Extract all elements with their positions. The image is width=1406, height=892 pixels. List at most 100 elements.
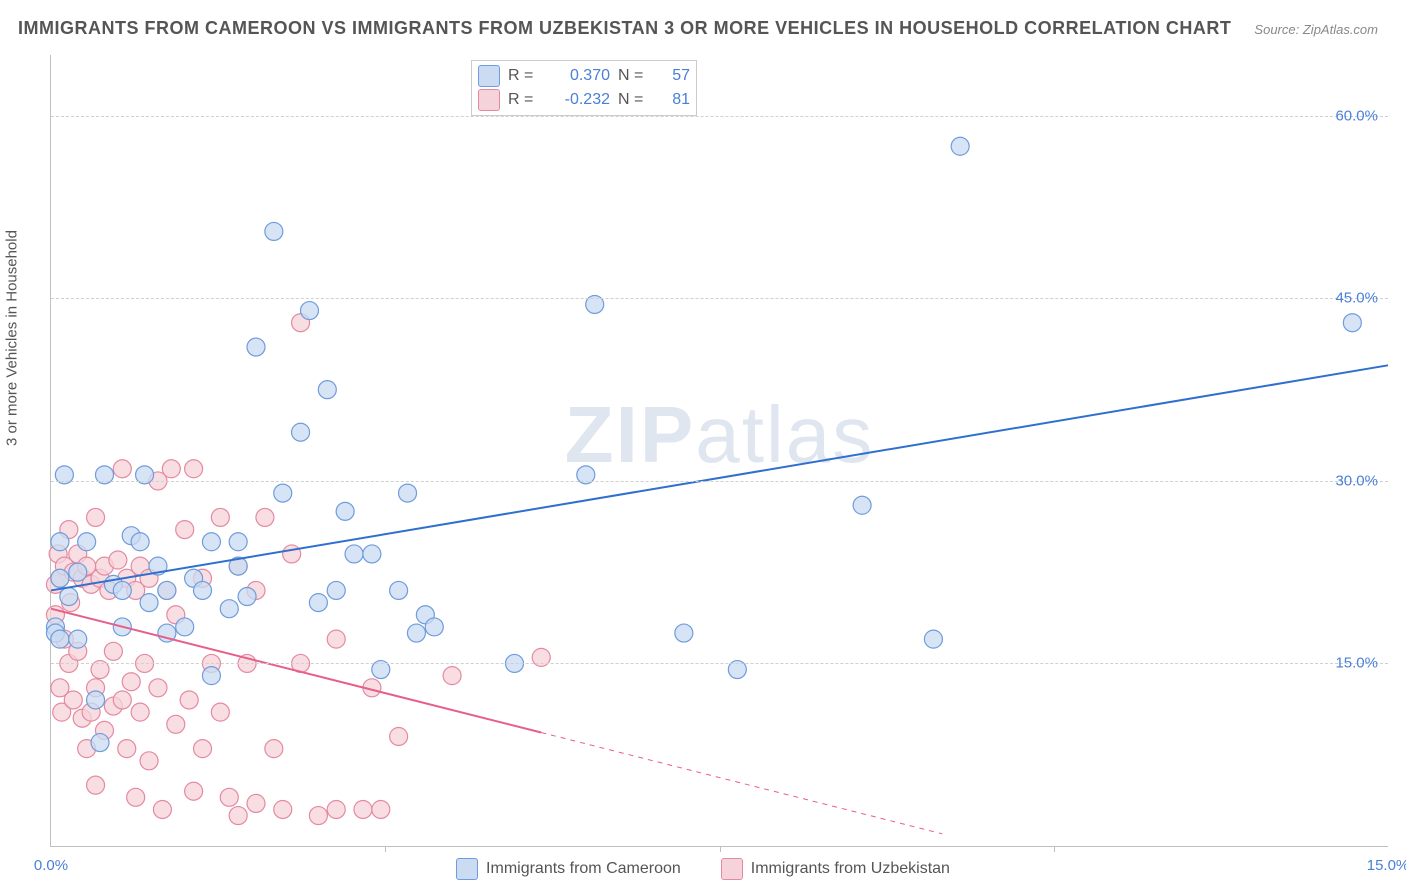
data-point (113, 460, 131, 478)
ytick-label: 15.0% (1335, 655, 1378, 672)
data-point (354, 800, 372, 818)
gridline-h (51, 116, 1388, 117)
data-point (109, 551, 127, 569)
data-point (185, 782, 203, 800)
chart-plot-area: ZIPatlas R = 0.370 N = 57 R = -0.232 N =… (50, 55, 1388, 847)
data-point (336, 502, 354, 520)
data-point (390, 581, 408, 599)
data-point (300, 302, 318, 320)
data-point (202, 667, 220, 685)
gridline-h (51, 298, 1388, 299)
legend-swatch-uzbekistan (721, 858, 743, 880)
data-point (247, 794, 265, 812)
ytick-label: 60.0% (1335, 107, 1378, 124)
data-point (158, 581, 176, 599)
data-point (51, 569, 69, 587)
data-point (425, 618, 443, 636)
data-point (220, 788, 238, 806)
data-point (127, 788, 145, 806)
data-point (1343, 314, 1361, 332)
data-point (675, 624, 693, 642)
data-point (131, 533, 149, 551)
data-point (153, 800, 171, 818)
ytick-label: 45.0% (1335, 290, 1378, 307)
xtick (385, 846, 386, 852)
data-point (274, 800, 292, 818)
data-point (265, 222, 283, 240)
data-point (951, 137, 969, 155)
data-point (167, 715, 185, 733)
data-point (131, 703, 149, 721)
data-point (194, 581, 212, 599)
data-point (309, 807, 327, 825)
data-point (372, 800, 390, 818)
data-point (390, 727, 408, 745)
data-point (399, 484, 417, 502)
data-point (238, 588, 256, 606)
data-point (180, 691, 198, 709)
data-point (87, 691, 105, 709)
data-point (118, 740, 136, 758)
data-point (69, 630, 87, 648)
data-point (318, 381, 336, 399)
data-point (149, 679, 167, 697)
data-point (87, 776, 105, 794)
data-point (327, 800, 345, 818)
data-point (283, 545, 301, 563)
data-point (91, 734, 109, 752)
legend-label-cameroon: Immigrants from Cameroon (486, 860, 681, 878)
data-point (345, 545, 363, 563)
legend-swatch-cameroon (456, 858, 478, 880)
source-value: ZipAtlas.com (1303, 22, 1378, 37)
data-point (122, 673, 140, 691)
bottom-legend: Immigrants from Cameroon Immigrants from… (0, 858, 1406, 880)
trend-line (51, 609, 541, 733)
xtick (1054, 846, 1055, 852)
data-point (309, 594, 327, 612)
scatter-svg (51, 55, 1388, 846)
chart-title: IMMIGRANTS FROM CAMEROON VS IMMIGRANTS F… (18, 18, 1231, 39)
data-point (140, 594, 158, 612)
data-point (292, 423, 310, 441)
data-point (140, 752, 158, 770)
data-point (363, 545, 381, 563)
data-point (202, 533, 220, 551)
legend-label-uzbekistan: Immigrants from Uzbekistan (751, 860, 950, 878)
data-point (104, 642, 122, 660)
source-attribution: Source: ZipAtlas.com (1254, 22, 1378, 37)
data-point (176, 618, 194, 636)
data-point (274, 484, 292, 502)
data-point (51, 533, 69, 551)
xtick (720, 846, 721, 852)
legend-item-cameroon: Immigrants from Cameroon (456, 858, 681, 880)
data-point (327, 581, 345, 599)
data-point (229, 533, 247, 551)
data-point (69, 563, 87, 581)
data-point (211, 703, 229, 721)
data-point (194, 740, 212, 758)
data-point (51, 630, 69, 648)
y-axis-label: 3 or more Vehicles in Household (4, 230, 21, 446)
trend-line (51, 365, 1388, 590)
data-point (162, 460, 180, 478)
data-point (924, 630, 942, 648)
data-point (229, 807, 247, 825)
ytick-label: 30.0% (1335, 472, 1378, 489)
data-point (327, 630, 345, 648)
data-point (113, 581, 131, 599)
trend-line-extrapolated (541, 733, 942, 834)
gridline-h (51, 481, 1388, 482)
data-point (87, 508, 105, 526)
data-point (407, 624, 425, 642)
gridline-h (51, 663, 1388, 664)
data-point (60, 588, 78, 606)
data-point (443, 667, 461, 685)
data-point (113, 691, 131, 709)
data-point (78, 533, 96, 551)
data-point (265, 740, 283, 758)
legend-item-uzbekistan: Immigrants from Uzbekistan (721, 858, 950, 880)
data-point (176, 521, 194, 539)
data-point (256, 508, 274, 526)
data-point (853, 496, 871, 514)
data-point (220, 600, 238, 618)
